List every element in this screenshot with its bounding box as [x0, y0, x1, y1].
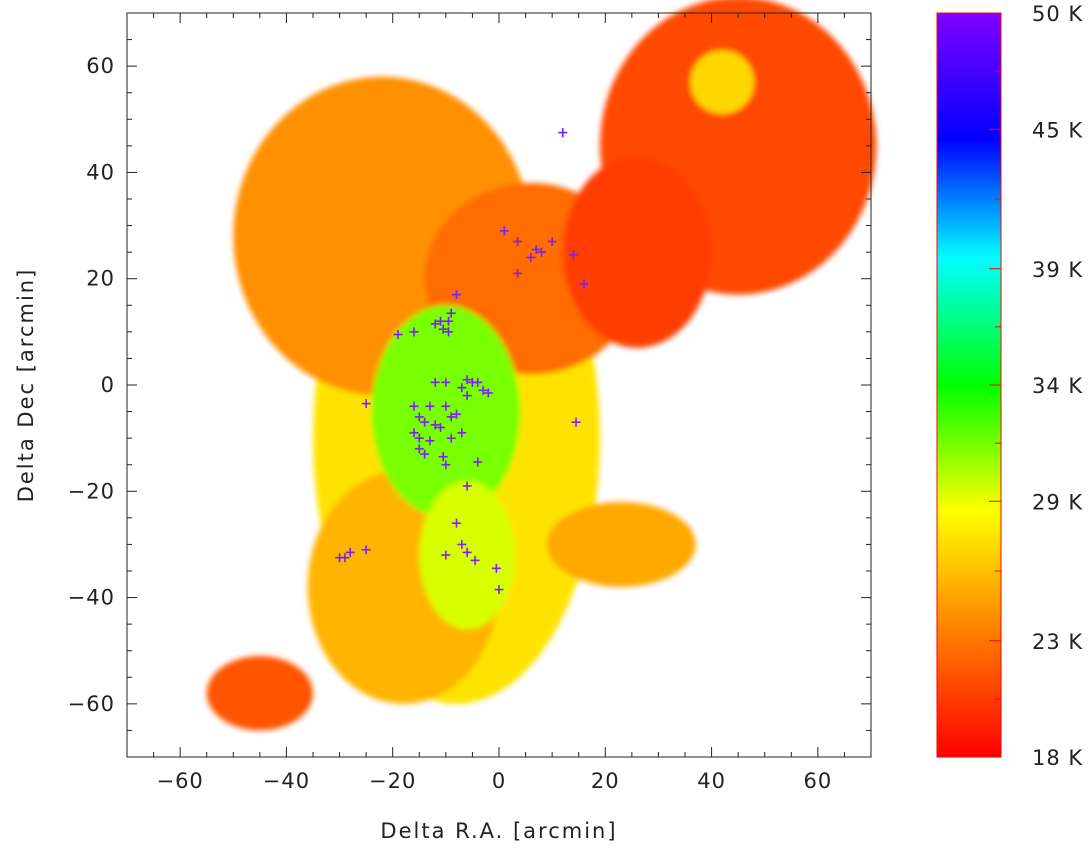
x-tick-label: −40 — [263, 769, 310, 793]
source-marker — [425, 401, 435, 411]
source-marker — [579, 279, 589, 289]
source-marker — [425, 436, 435, 446]
colorbar: 18 K 23 K 29 K 34 K 39 K 45 K 50 K — [936, 2, 1083, 770]
source-marker — [414, 412, 424, 422]
source-marker — [361, 545, 371, 555]
source-marker — [457, 428, 467, 438]
source-marker — [537, 247, 547, 257]
source-marker — [470, 555, 480, 565]
x-tick-label: −20 — [369, 769, 416, 793]
source-marker — [526, 252, 536, 262]
source-marker — [446, 412, 456, 422]
map-region — [371, 305, 521, 518]
x-tick-label: −60 — [156, 769, 203, 793]
source-marker — [531, 244, 541, 254]
y-axis: −60 −40 −20 0 20 40 60 — [68, 39, 871, 731]
map-region — [562, 156, 712, 348]
source-marker — [494, 585, 504, 595]
source-marker — [444, 327, 454, 337]
colorbar-tick-label: 50 K — [1032, 2, 1083, 26]
colorbar-tick-label: 29 K — [1032, 490, 1083, 514]
source-marker — [345, 547, 355, 557]
source-marker — [547, 237, 557, 247]
source-marker — [446, 433, 456, 443]
source-marker — [438, 324, 448, 334]
colorbar-tick-label: 23 K — [1032, 630, 1083, 654]
source-marker — [457, 539, 467, 549]
source-marker — [436, 316, 446, 326]
source-marker — [441, 401, 451, 411]
source-marker — [409, 428, 419, 438]
colorbar-ticks: 18 K 23 K 29 K 34 K 39 K 45 K 50 K — [989, 2, 1083, 770]
source-marker — [451, 518, 461, 528]
source-markers — [335, 128, 589, 595]
colorbar-tick-label: 45 K — [1032, 118, 1083, 142]
source-marker — [451, 409, 461, 419]
source-marker — [462, 547, 472, 557]
y-tick-label: 0 — [101, 373, 115, 397]
map-region — [690, 50, 755, 114]
source-marker — [393, 330, 403, 340]
source-marker — [513, 237, 523, 247]
source-marker — [473, 457, 483, 467]
y-tick-label: −40 — [68, 586, 115, 610]
source-marker — [457, 383, 467, 393]
y-tick-label: −60 — [68, 692, 115, 716]
y-tick-label: 60 — [86, 54, 115, 78]
source-marker — [420, 417, 430, 427]
temperature-map — [206, 0, 877, 731]
source-marker — [446, 308, 456, 318]
source-marker — [414, 444, 424, 454]
source-marker — [513, 268, 523, 278]
x-tick-label: 0 — [492, 769, 506, 793]
source-marker — [441, 460, 451, 470]
y-tick-label: 40 — [86, 160, 115, 184]
source-marker — [462, 375, 472, 385]
source-marker — [499, 226, 509, 236]
source-marker — [414, 433, 424, 443]
source-marker — [420, 449, 430, 459]
source-marker — [478, 385, 488, 395]
source-marker — [441, 377, 451, 387]
source-marker — [361, 399, 371, 409]
source-marker — [409, 327, 419, 337]
source-marker — [462, 481, 472, 491]
x-axis-label: Delta R.A. [arcmin] — [380, 819, 617, 843]
map-region — [206, 656, 313, 731]
source-marker — [571, 417, 581, 427]
x-tick-label: 40 — [697, 769, 726, 793]
source-marker — [462, 391, 472, 401]
y-tick-label: −20 — [68, 479, 115, 503]
source-marker — [430, 377, 440, 387]
source-marker — [473, 377, 483, 387]
colorbar-tick-label: 34 K — [1032, 374, 1083, 398]
colorbar-tick-label: 18 K — [1032, 746, 1083, 770]
source-marker — [430, 420, 440, 430]
source-marker — [430, 319, 440, 329]
source-marker — [335, 553, 345, 563]
plot-area: −60 −40 −20 0 20 40 60 −60 −40 −20 0 20 40 60 Delta … — [14, 0, 877, 843]
y-axis-label: Delta Dec [arcmin] — [14, 268, 38, 503]
source-marker — [491, 563, 501, 573]
source-marker — [451, 290, 461, 300]
source-marker — [568, 250, 578, 260]
x-axis: −60 −40 −20 0 20 40 60 — [153, 13, 845, 793]
colorbar-tick-label: 39 K — [1032, 258, 1083, 282]
source-marker — [558, 128, 568, 138]
source-marker — [483, 388, 493, 398]
source-marker — [409, 401, 419, 411]
y-tick-label: 20 — [86, 267, 115, 291]
source-marker — [438, 452, 448, 462]
map-region — [546, 501, 696, 587]
source-marker — [444, 316, 454, 326]
source-marker — [441, 550, 451, 560]
x-tick-label: 20 — [591, 769, 620, 793]
x-tick-label: 60 — [803, 769, 832, 793]
source-marker — [436, 423, 446, 433]
